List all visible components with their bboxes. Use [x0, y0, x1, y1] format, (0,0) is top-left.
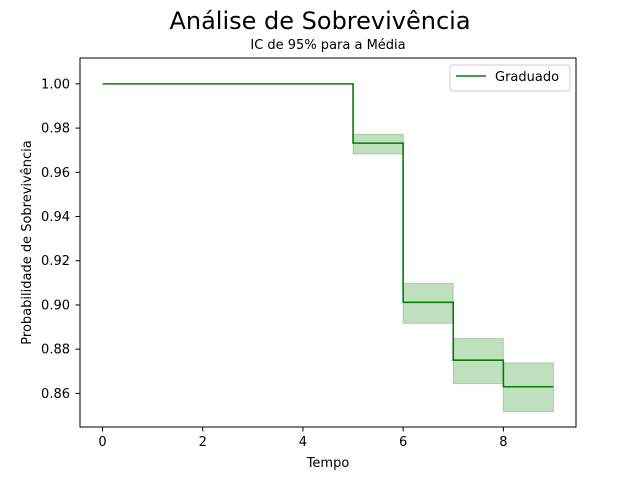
y-tick-label: 0.86 [41, 387, 70, 402]
plot-area-frame [79, 57, 577, 428]
x-tick-label: 0 [98, 435, 106, 450]
x-tick-label: 4 [299, 435, 307, 450]
chart-subtitle: IC de 95% para a Média [250, 38, 405, 53]
x-axis-label: Tempo [306, 456, 350, 471]
chart-title: Análise de Sobrevivência [169, 7, 470, 35]
ci-band-segment [402, 283, 454, 324]
y-tick-label: 1.00 [41, 77, 70, 92]
ci-band-segment [352, 133, 404, 155]
survival-step-line [102, 83, 554, 388]
legend-box [449, 64, 571, 92]
y-tick-label: 0.92 [41, 254, 70, 269]
y-tick-label: 0.96 [41, 166, 70, 181]
legend-label-graduado: Graduado [495, 70, 559, 85]
survival-line-layer [102, 83, 554, 388]
x-axis: 0 2 4 6 8 [98, 427, 507, 450]
legend: Graduado [449, 64, 571, 92]
x-tick-label: 6 [399, 435, 407, 450]
x-tick-label: 8 [499, 435, 507, 450]
y-tick-label: 0.94 [41, 210, 70, 225]
y-tick-label: 0.98 [41, 122, 70, 137]
y-axis: 0.86 0.88 0.90 0.92 0.94 0.96 0.98 1.00 [41, 77, 80, 402]
y-axis-label: Probabilidade de Sobrevivência [20, 140, 35, 344]
y-tick-label: 0.90 [41, 298, 70, 313]
y-tick-label: 0.88 [41, 343, 70, 358]
ci-band-segment [452, 338, 504, 385]
x-tick-label: 2 [199, 435, 207, 450]
